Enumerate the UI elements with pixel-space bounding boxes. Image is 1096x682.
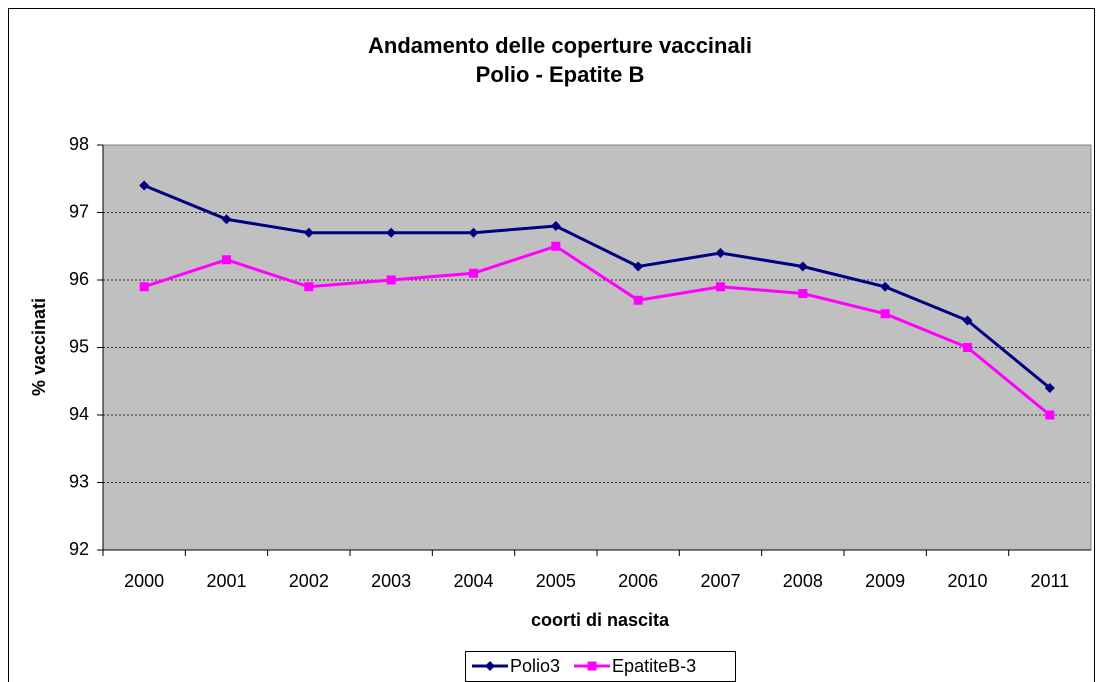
- data-point: [716, 282, 725, 292]
- data-point: [1044, 383, 1055, 393]
- data-point: [222, 255, 231, 265]
- data-point: [468, 227, 479, 238]
- legend-marker: [485, 661, 495, 671]
- x-axis-label: coorti di nascita: [531, 610, 670, 630]
- y-tick-label: 92: [69, 539, 89, 559]
- y-tick-label: 96: [69, 269, 89, 289]
- data-point: [1045, 410, 1055, 420]
- chart-title: Andamento delle coperture vaccinali: [368, 33, 752, 58]
- data-point: [633, 295, 643, 305]
- data-point: [880, 281, 891, 292]
- data-point: [469, 268, 478, 278]
- data-point: [797, 261, 808, 272]
- data-point: [304, 282, 314, 292]
- data-point: [798, 289, 808, 298]
- data-point: [139, 180, 150, 191]
- x-tick-label: 2006: [618, 571, 658, 591]
- chart-subtitle: Polio - Epatite B: [476, 62, 645, 87]
- x-tick-label: 2009: [865, 571, 905, 591]
- data-point: [386, 227, 397, 238]
- legend-label: Polio3: [510, 656, 560, 676]
- y-axis-label: % vaccinati: [29, 298, 49, 396]
- y-tick-label: 94: [69, 404, 89, 424]
- y-tick-label: 93: [69, 471, 89, 491]
- data-point: [221, 214, 232, 225]
- legend-marker: [587, 661, 597, 671]
- data-point: [715, 248, 726, 258]
- x-tick-label: 2008: [783, 571, 823, 591]
- series-line: [143, 184, 1051, 390]
- data-point: [963, 343, 972, 352]
- data-point: [880, 309, 890, 319]
- x-tick-label: 2010: [947, 571, 987, 591]
- data-point: [303, 227, 314, 238]
- series-line: [143, 244, 1051, 417]
- data-point: [633, 261, 644, 272]
- x-tick-label: 2000: [124, 571, 164, 591]
- y-tick-label: 97: [69, 201, 89, 221]
- x-tick-label: 2007: [700, 571, 740, 591]
- data-point: [386, 275, 396, 285]
- data-point: [139, 282, 149, 292]
- x-tick-label: 2002: [289, 571, 329, 591]
- x-tick-label: 2003: [371, 571, 411, 591]
- x-tick-label: 2005: [536, 571, 576, 591]
- legend-label: EpatiteB-3: [612, 656, 696, 676]
- x-tick-label: 2004: [453, 571, 493, 591]
- x-tick-label: 2001: [206, 571, 246, 591]
- y-tick-label: 95: [69, 336, 89, 356]
- data-point: [550, 221, 561, 231]
- data-point: [962, 315, 973, 326]
- data-point: [551, 241, 561, 251]
- y-tick-label: 98: [69, 134, 89, 154]
- x-tick-label: 2011: [1030, 571, 1069, 591]
